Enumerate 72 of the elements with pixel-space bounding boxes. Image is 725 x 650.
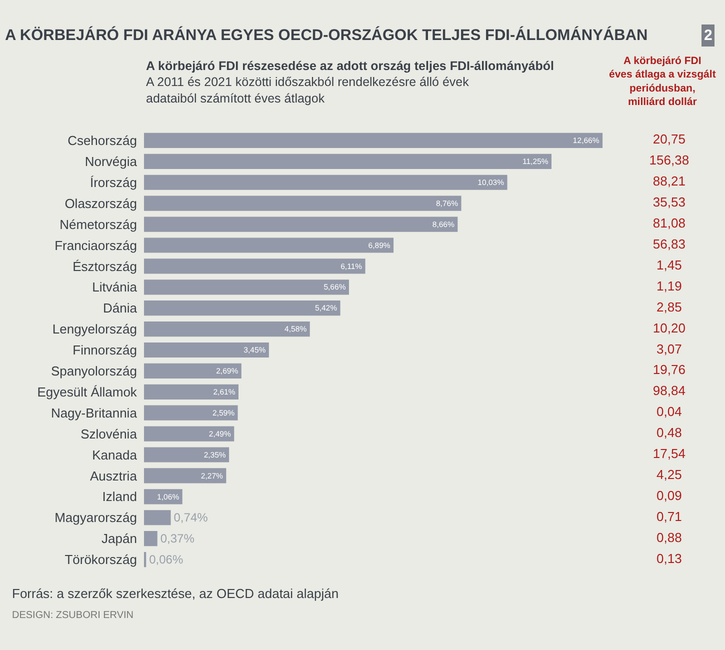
data-label: 56,83 <box>652 236 686 252</box>
bar <box>144 300 340 316</box>
y-tick-label: Franciaország <box>54 238 137 253</box>
data-label: 0,37% <box>160 532 195 546</box>
chart-subtitle: A körbejáró FDI részesedése az adott ország teljes FDI-állományából <box>146 59 554 73</box>
bar <box>144 531 158 546</box>
y-tick-label: Lengyelország <box>52 322 137 337</box>
y-tick-label: Dánia <box>102 300 138 316</box>
data-label: 0,88 <box>656 530 682 545</box>
y-tick-label: Szlovénia <box>80 426 138 442</box>
bar <box>144 322 310 337</box>
y-tick-label: Nagy-Britannia <box>50 405 138 420</box>
bar <box>144 405 238 420</box>
text: Forrás: a szerzők szerkesztése, az OECD adatai alapján <box>12 586 339 601</box>
bar <box>144 280 349 295</box>
data-label: 17,54 <box>652 446 686 462</box>
data-label: 0,71 <box>656 508 682 524</box>
data-label: 1,19 <box>656 278 682 294</box>
bar <box>144 342 269 358</box>
data-label: 0,48 <box>656 425 682 440</box>
bar <box>144 426 234 442</box>
data-label: 19,76 <box>652 362 686 378</box>
data-label: 2,85 <box>656 299 682 314</box>
data-label: 0,06% <box>149 552 184 567</box>
y-tick-label: Ausztria <box>90 468 138 484</box>
bar <box>144 468 226 484</box>
bar <box>144 258 366 274</box>
data-label: 1,45 <box>656 257 682 272</box>
y-tick-label: Németország <box>60 216 137 232</box>
y-tick-label: Finnország <box>72 342 137 358</box>
data-label: 35,53 <box>652 194 686 210</box>
bar <box>144 552 146 568</box>
data-label: 98,84 <box>652 383 686 398</box>
y-tick-label: Írország <box>90 174 137 190</box>
bar <box>144 196 462 211</box>
bar <box>144 363 242 378</box>
y-tick-label: Litvánia <box>92 280 138 295</box>
text: 2 <box>704 27 712 44</box>
chart-title: A KÖRBEJÁRÓ FDI ARÁNYA EGYES OECD-ORSZÁGOK TELJES FDI-ÁLLOMÁNYÁBAN <box>5 26 648 44</box>
bar <box>144 510 171 526</box>
text: A körbejáró FDI éves átlaga a vizsgált periódusban, milliárd dollár <box>609 55 716 108</box>
data-label: 10,20 <box>652 320 686 336</box>
y-tick-label: Olaszország <box>64 196 137 211</box>
data-label: 4,25 <box>656 466 682 482</box>
text: DESIGN: ZSUBORI ERVIN <box>12 610 134 621</box>
data-label: 20,75 <box>652 132 686 147</box>
y-tick-label: Spanyolország <box>50 364 137 378</box>
data-label: 0,04 <box>656 404 682 420</box>
bar <box>144 384 238 400</box>
text: A 2011 és 2021 közötti időszakból rendelkezésre álló évek adataiból számított éves átlagok <box>146 75 470 106</box>
data-label: 0,09 <box>656 488 682 503</box>
y-tick-label: Kanada <box>92 447 138 462</box>
bar <box>144 132 603 148</box>
data-label: 81,08 <box>652 216 686 231</box>
y-tick-label: Törökország <box>64 552 137 568</box>
data-label: 88,21 <box>652 174 686 189</box>
data-label: 156,38 <box>649 152 690 168</box>
y-tick-label: Egyesült Államok <box>37 384 138 400</box>
data-label: 0,74% <box>174 510 208 525</box>
y-tick-label: Csehország <box>68 133 137 148</box>
y-tick-label: Izland <box>102 489 137 504</box>
y-tick-label: Japán <box>102 531 137 546</box>
bar <box>144 154 552 169</box>
bar <box>144 447 230 462</box>
y-tick-label: Norvégia <box>84 154 138 169</box>
bar <box>144 174 508 190</box>
y-tick-label: Észtország <box>72 258 137 274</box>
bar <box>144 216 458 232</box>
y-tick-label: Magyarország <box>54 510 137 526</box>
data-label: 3,07 <box>656 341 682 356</box>
data-label: 0,13 <box>656 550 682 566</box>
bar <box>144 238 394 253</box>
